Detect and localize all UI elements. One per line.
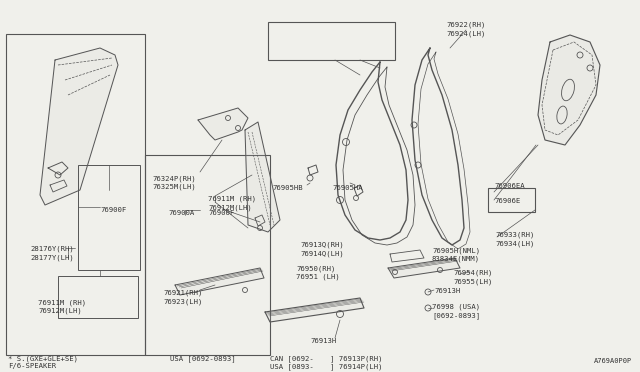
- Text: * S.(GXE+GLE+SE)
F/6-SPEAKER: * S.(GXE+GLE+SE) F/6-SPEAKER: [8, 355, 78, 369]
- Bar: [78, 165, 140, 270]
- Polygon shape: [175, 268, 264, 295]
- Bar: [488, 188, 535, 212]
- Bar: [58, 276, 138, 318]
- Bar: [145, 155, 270, 355]
- Bar: [268, 22, 395, 60]
- Text: 76906EA: 76906EA: [494, 183, 525, 189]
- Polygon shape: [265, 298, 364, 322]
- Text: 76900F: 76900F: [100, 207, 126, 213]
- Text: 76911M (RH)
76912M(LH): 76911M (RH) 76912M(LH): [208, 196, 256, 211]
- Text: 76905HB: 76905HB: [272, 185, 303, 191]
- Bar: [6, 34, 145, 355]
- Text: 76933(RH)
76934(LH): 76933(RH) 76934(LH): [495, 232, 534, 247]
- Polygon shape: [245, 122, 280, 232]
- Text: 76998 (USA)
[0692-0893]: 76998 (USA) [0692-0893]: [432, 304, 480, 319]
- Text: 76913H: 76913H: [310, 338, 336, 344]
- Text: 76324P(RH)
76325M(LH): 76324P(RH) 76325M(LH): [152, 175, 196, 190]
- Text: A769A0P0P: A769A0P0P: [594, 358, 632, 364]
- Text: 76913Q(RH)
76914Q(LH): 76913Q(RH) 76914Q(LH): [300, 242, 344, 257]
- Text: 76900F: 76900F: [208, 210, 234, 216]
- Polygon shape: [538, 35, 600, 145]
- Text: 76922(RH)
76924(LH): 76922(RH) 76924(LH): [446, 22, 485, 37]
- Text: 76954(RH)
76955(LH): 76954(RH) 76955(LH): [453, 270, 492, 285]
- Text: 76913H: 76913H: [434, 288, 460, 294]
- Text: 76905HA: 76905HA: [332, 185, 363, 191]
- Polygon shape: [198, 108, 248, 140]
- Text: 76950(RH)
76951 (LH): 76950(RH) 76951 (LH): [296, 265, 340, 280]
- Text: 76906E: 76906E: [494, 198, 520, 204]
- Text: 76921(RH)
76923(LH): 76921(RH) 76923(LH): [163, 290, 202, 305]
- Text: USA [0692-0893]: USA [0692-0893]: [170, 355, 236, 362]
- Text: 76900A: 76900A: [168, 210, 195, 216]
- Polygon shape: [388, 258, 460, 278]
- Text: 76905H(NML)
83834E(NMM): 76905H(NML) 83834E(NMM): [432, 247, 480, 262]
- Text: 76911M (RH)
76912M(LH): 76911M (RH) 76912M(LH): [38, 299, 86, 314]
- Polygon shape: [40, 48, 118, 205]
- Text: CAN [0692-
USA [0893-: CAN [0692- USA [0893-: [270, 355, 314, 370]
- Text: 28176Y(RH)
28177Y(LH): 28176Y(RH) 28177Y(LH): [30, 246, 74, 261]
- Text: ] 76913P(RH)
] 76914P(LH): ] 76913P(RH) ] 76914P(LH): [330, 355, 383, 370]
